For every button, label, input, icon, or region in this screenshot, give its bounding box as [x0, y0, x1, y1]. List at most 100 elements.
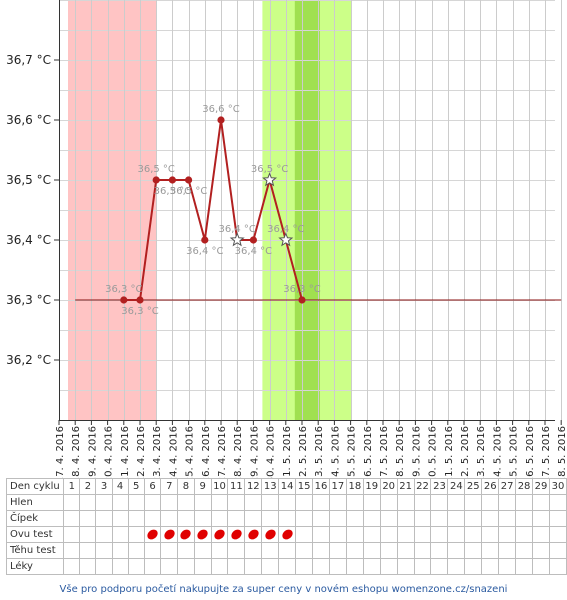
cycle-cell [498, 510, 517, 527]
cycle-cell [295, 510, 314, 527]
cycle-cell [430, 526, 449, 543]
x-tick-label: 4. 5. 2016 [330, 426, 341, 477]
cycle-cell [63, 510, 81, 527]
cycle-cell [312, 510, 330, 527]
cycle-cell: 4 [111, 478, 129, 495]
cycle-cell [111, 494, 129, 511]
cycle-cell [111, 558, 129, 575]
temperature-line [123, 119, 303, 301]
ovulation-test-icon [145, 527, 160, 541]
cycle-table: Den cyklu 1 2 3 4 5 6 7 8 9 10 11 12 13 14 15 16 17 18 19 20… [5, 478, 567, 575]
data-label: 36,3 °C [105, 284, 142, 295]
cycle-cell [548, 494, 567, 511]
cycle-cell [261, 494, 280, 511]
cycle-row-label: Léky [5, 558, 65, 575]
data-label: 36,5 °C [251, 164, 288, 175]
cycle-cell [79, 494, 97, 511]
x-tick-label: 1. 5. 2016 [282, 426, 293, 477]
cycle-cell [127, 542, 145, 559]
x-tick-label: 17. 5. 2016 [541, 426, 552, 478]
cycle-cell [447, 510, 466, 527]
cycle-cell [430, 558, 449, 575]
cycle-cell [498, 558, 517, 575]
cycle-cell [278, 494, 297, 511]
cycle-cell [447, 558, 466, 575]
cycle-cell [261, 526, 280, 543]
cycle-cell: 18 [345, 478, 364, 495]
cycle-cell: 7 [160, 478, 179, 495]
cycle-cell [63, 526, 81, 543]
cycle-cell [328, 510, 347, 527]
cycle-cell [295, 494, 314, 511]
cycle-cell: 10 [210, 478, 229, 495]
cycle-cell [127, 510, 145, 527]
cycle-cell [177, 526, 195, 543]
data-label: 36,4 °C [218, 224, 255, 235]
cycle-cell [548, 558, 567, 575]
cycle-cell [295, 542, 314, 559]
x-tick-label: 6. 5. 2016 [363, 426, 374, 477]
cycle-cell [79, 558, 97, 575]
cycle-cell [328, 494, 347, 511]
cycle-cell [244, 494, 263, 511]
cycle-cell [515, 510, 534, 527]
cycle-cell [413, 526, 432, 543]
cycle-cell [278, 558, 297, 575]
cycle-cell [328, 558, 347, 575]
x-tick-label: 30. 4. 2016 [266, 426, 277, 478]
data-label: 36,4 °C [186, 246, 223, 257]
y-tick-label: 36,7 °C [6, 53, 51, 67]
x-tick-label: 19. 4. 2016 [87, 426, 98, 478]
cycle-cell [177, 558, 195, 575]
cycle-cell [312, 526, 330, 543]
y-tick-label: 36,2 °C [6, 353, 51, 367]
cycle-cell [464, 494, 483, 511]
x-tick-label: 23. 4. 2016 [152, 426, 163, 478]
data-label: 36,5 °C [137, 164, 174, 175]
cycle-cell [227, 558, 246, 575]
data-point [201, 236, 209, 244]
y-tick-label: 36,4 °C [6, 233, 51, 247]
cycle-cell [532, 494, 550, 511]
cycle-cell [396, 542, 415, 559]
data-label: 36,5 °C [170, 186, 207, 197]
star-marker [229, 232, 245, 247]
cycle-row: Čípek [5, 510, 567, 527]
data-point [298, 296, 306, 304]
cycle-row-label: Den cyklu [5, 478, 65, 495]
footer-promo-link[interactable]: Vše pro podporu početí nakupujte za supe… [59, 584, 508, 595]
x-tick-label: 16. 5. 2016 [525, 426, 536, 478]
cycle-cell: 21 [396, 478, 415, 495]
cycle-cell [244, 542, 263, 559]
cycle-cell [413, 510, 432, 527]
x-tick-label: 11. 5. 2016 [444, 426, 455, 478]
cycle-cell [143, 542, 162, 559]
cycle-cell [464, 542, 483, 559]
y-tick-label: 36,3 °C [6, 293, 51, 307]
x-tick-label: 10. 5. 2016 [428, 426, 439, 478]
cycle-cell [413, 494, 432, 511]
x-tick-label: 2. 5. 2016 [298, 426, 309, 477]
cycle-cell [160, 510, 179, 527]
data-point [136, 296, 144, 304]
cycle-cell [532, 526, 550, 543]
cycle-cell [481, 542, 500, 559]
cycle-cell [111, 510, 129, 527]
data-label: 36,5 °C [154, 186, 191, 197]
cycle-cell [532, 542, 550, 559]
data-point [185, 176, 193, 184]
cycle-cell [362, 558, 381, 575]
cycle-cell [63, 494, 81, 511]
cycle-cell [379, 494, 398, 511]
x-tick-label: 14. 5. 2016 [492, 426, 503, 478]
cycle-cell [498, 494, 517, 511]
cycle-cell [95, 494, 113, 511]
cycle-cell [160, 526, 179, 543]
cycle-cell [464, 558, 483, 575]
cycle-cell [548, 526, 567, 543]
cycle-cell [532, 510, 550, 527]
cycle-cell: 27 [498, 478, 517, 495]
cycle-cell [430, 542, 449, 559]
cycle-cell: 6 [143, 478, 162, 495]
cycle-cell: 1 [63, 478, 81, 495]
